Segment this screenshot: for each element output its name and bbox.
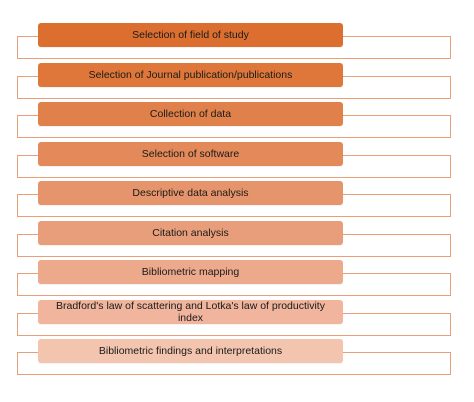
step-box: Collection of data [38, 102, 343, 126]
step-box: Selection of field of study [38, 23, 343, 47]
step-box: Bibliometric mapping [38, 260, 343, 284]
step-box: Citation analysis [38, 220, 343, 245]
step-box: Selection of Journal publication/publica… [38, 62, 343, 87]
step-box: Selection of software [38, 141, 343, 166]
step-box: Bradford's law of scattering and Lotka's… [38, 299, 343, 324]
step-box: Bibliometric findings and interpretation… [38, 339, 343, 363]
step-box: Descriptive data analysis [38, 181, 343, 205]
